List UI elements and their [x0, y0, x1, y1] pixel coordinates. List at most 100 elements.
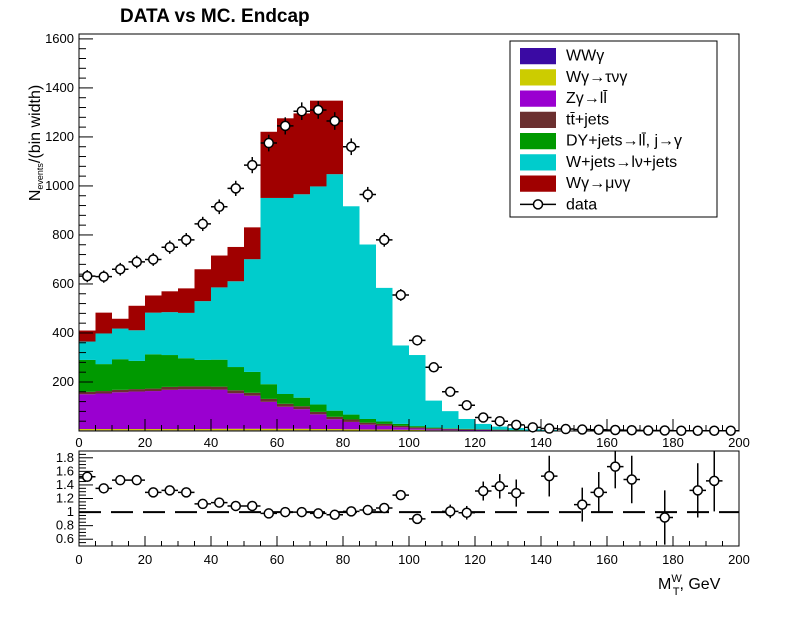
y-tick-label: 400 [52, 325, 74, 340]
bar-Wg_taunug-18 [376, 429, 393, 431]
x-axis-label-sub: T [673, 586, 680, 598]
bar-Wg_taunug-13 [293, 428, 310, 431]
bar-Wg_munug-15 [326, 100, 343, 175]
x-tick-label: 160 [596, 435, 618, 450]
bar-Wjets-2 [112, 328, 129, 360]
data-point [296, 105, 307, 117]
bar-ttbar-21 [425, 428, 442, 430]
bar-Wg_taunug-12 [277, 428, 294, 431]
bar-Wg_taunug-16 [343, 429, 360, 431]
bar-Zg_ll-20 [409, 428, 426, 430]
data-point [494, 415, 505, 427]
bar-ttbar-13 [293, 406, 310, 410]
data-point [527, 422, 538, 433]
legend-swatch-WWg [520, 48, 556, 65]
bar-DY-1 [95, 364, 112, 392]
bar-Wg_taunug-14 [310, 429, 327, 431]
bar-ttbar-22 [442, 428, 459, 430]
ratio-point [445, 506, 456, 517]
ratio-point [346, 506, 357, 517]
bar-ttbar-0 [79, 391, 96, 395]
ratio-point [692, 485, 703, 496]
ratio-point [197, 498, 208, 510]
bar-ttbar-14 [310, 411, 327, 415]
bar-Wg_taunug-17 [359, 429, 376, 431]
bar-ttbar-20 [409, 427, 426, 429]
bar-DY-11 [260, 384, 277, 399]
bar-Wjets-14 [310, 186, 327, 405]
ratio-point [412, 513, 423, 525]
bar-Wg_munug-1 [95, 312, 112, 334]
bar-DY-14 [310, 404, 327, 412]
legend: WWγ Wγ→τνγ Zγ→ll̄ tt̄+jets DY+jets→ll̄, j→γ W… [509, 40, 718, 218]
x-axis-label-main: M [658, 576, 671, 593]
bar-DY-19 [392, 423, 409, 426]
legend-swatch-Zg_ll [520, 90, 556, 107]
ratio-point [544, 470, 555, 482]
bar-DY-18 [376, 421, 393, 424]
bar-DY-6 [178, 358, 195, 387]
ratio-point [329, 509, 340, 521]
bar-Wg_munug-14 [310, 100, 327, 187]
ratio-y-tick-label: 1.4 [56, 477, 74, 492]
ratio-point [610, 461, 621, 472]
legend-label-DY: DY+jets→ll̄, j→γ [566, 132, 682, 150]
ratio-point [98, 483, 109, 494]
bar-DY-10 [244, 371, 261, 393]
data-point [676, 425, 687, 437]
bar-Zg_ll-8 [211, 389, 228, 429]
x-tick-label: 0 [75, 435, 82, 450]
bar-Zg_ll-9 [227, 393, 244, 429]
legend-label-Wg_munug: Wγ→μνγ [566, 175, 630, 192]
data-point [247, 159, 258, 171]
ratio-plot: 0.60.811.21.41.61.8 0 20 40 60 80 100 120 140 160… [56, 450, 750, 567]
y-axis-label: Nevents/(bin width) [27, 85, 45, 201]
x-tick-label: 120 [464, 435, 486, 450]
bar-Zg_ll-12 [277, 406, 294, 429]
legend-label-ttbar: tt̄+jets [566, 111, 609, 128]
y-tick-label: 200 [52, 374, 74, 389]
bar-Zg_ll-18 [376, 425, 393, 430]
data-point [577, 424, 588, 435]
bar-ttbar-8 [211, 386, 228, 390]
y-axis-label-tail: /(bin width) [27, 85, 44, 163]
data-point [230, 183, 241, 194]
bar-DY-12 [277, 393, 294, 404]
bar-Wg_munug-4 [145, 295, 162, 313]
stack-bars [79, 100, 640, 431]
data-point [148, 254, 159, 265]
bar-Zg_ll-17 [359, 424, 376, 430]
ratio-point [148, 487, 159, 498]
bar-Zg_ll-16 [343, 421, 360, 430]
data-point [478, 412, 489, 423]
bar-Zg_ll-4 [145, 391, 162, 430]
bar-Zg_ll-6 [178, 389, 195, 430]
ratio-point [115, 474, 126, 486]
bar-DY-7 [194, 359, 211, 387]
data-point [692, 425, 703, 437]
bar-Wg_taunug-10 [244, 428, 261, 431]
bar-DY-21 [425, 427, 442, 429]
bar-Wjets-18 [376, 287, 393, 422]
data-point [428, 362, 439, 373]
bar-ttbar-2 [112, 389, 129, 393]
bar-Zg_ll-21 [425, 429, 442, 431]
legend-swatch-DY [520, 133, 556, 150]
ratio-points [79, 451, 723, 545]
x-tick-label: 140 [530, 435, 552, 450]
ratio-point [247, 500, 258, 512]
bar-ttbar-17 [359, 422, 376, 425]
bar-Wg_munug-5 [161, 291, 178, 313]
x-tick-label: 40 [204, 435, 218, 450]
bar-ttbar-9 [227, 390, 244, 394]
x-axis-label-tail: , GeV [679, 576, 720, 593]
bar-Wjets-15 [326, 174, 343, 411]
bar-Zg_ll-11 [260, 401, 277, 429]
ratio-point [395, 489, 406, 501]
bar-Wg_munug-8 [211, 255, 228, 288]
bar-Wjets-8 [211, 287, 228, 360]
bar-Wg_taunug-20 [409, 429, 426, 431]
bar-Zg_ll-13 [293, 409, 310, 429]
bar-Wg_taunug-7 [194, 429, 211, 431]
data-point [395, 289, 406, 301]
